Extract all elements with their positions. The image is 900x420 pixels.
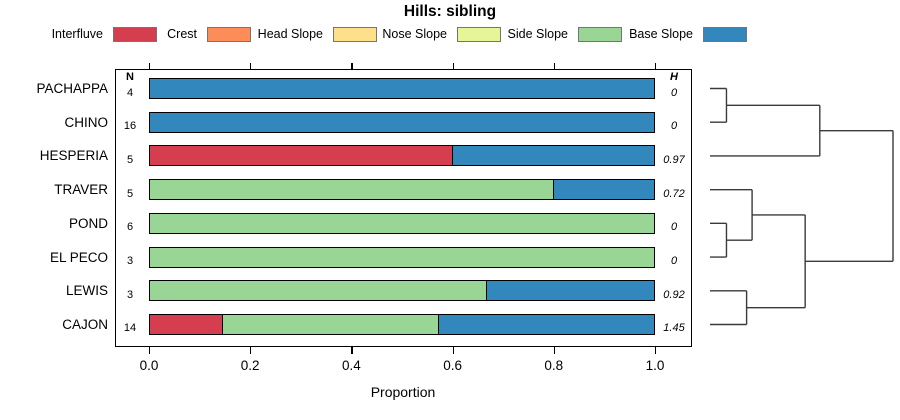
- category-label: PACHAPPA: [36, 81, 108, 96]
- n-column-header: N: [126, 71, 134, 83]
- n-value: 4: [126, 86, 134, 99]
- category-label: HESPERIA: [39, 148, 108, 164]
- legend-item: Head Slope: [258, 26, 377, 42]
- category-label: EL PECO: [49, 249, 108, 265]
- bar-segment-interfluve: [150, 314, 223, 334]
- n-value: 5: [126, 187, 134, 200]
- n-value: 16: [123, 120, 137, 133]
- x-tick-top: [452, 62, 454, 69]
- category-label: LEWIS: [65, 283, 108, 299]
- bar-segment-side-slope: [150, 281, 487, 301]
- legend-color-swatch: [207, 26, 251, 42]
- x-tick-top: [553, 62, 555, 69]
- legend-item-label: Side Slope: [507, 27, 568, 41]
- stacked-bar: [149, 313, 655, 335]
- legend-color-swatch: [578, 26, 622, 42]
- x-axis-label: Proportion: [370, 384, 436, 400]
- legend-item-label: Nose Slope: [382, 27, 447, 41]
- legend-color-swatch: [333, 26, 377, 42]
- plot-area-frame: [115, 69, 692, 347]
- legend-item: Side Slope: [508, 26, 622, 42]
- legend-color-swatch: [703, 26, 747, 42]
- legend-color-swatch: [113, 26, 157, 42]
- bar-segment-base-slope: [452, 146, 654, 166]
- x-tick-label: 0.0: [139, 358, 159, 373]
- bar-segment-base-slope: [438, 314, 654, 334]
- x-tick-top: [351, 62, 353, 69]
- x-tick-label: 0.2: [240, 358, 260, 373]
- bar-segment-base-slope: [150, 79, 654, 98]
- legend-item: Nose Slope: [382, 26, 501, 42]
- x-tick-bottom: [553, 347, 555, 354]
- category-label: POND: [68, 215, 108, 231]
- bar-segment-base-slope: [553, 180, 654, 200]
- stacked-bar: [149, 179, 655, 201]
- x-tick-bottom: [351, 347, 353, 354]
- stacked-bar: [149, 246, 655, 268]
- x-tick-label: 0.4: [342, 358, 361, 373]
- legend-item: Interfluve: [52, 26, 157, 42]
- n-value: 5: [126, 153, 134, 166]
- n-value: 14: [123, 322, 137, 335]
- legend-item-label: Base Slope: [629, 27, 693, 41]
- stacked-bar: [149, 280, 655, 302]
- bar-segment-base-slope: [150, 112, 654, 132]
- legend-item: Base Slope: [629, 26, 747, 42]
- h-value: 0.92: [663, 288, 685, 301]
- h-value: 0.72: [663, 187, 685, 200]
- category-label: CHINO: [64, 114, 109, 130]
- legend-color-swatch: [457, 26, 501, 42]
- x-tick-bottom: [149, 347, 151, 354]
- x-tick-label: 0.6: [443, 358, 462, 373]
- h-value: 0: [670, 120, 678, 133]
- x-tick-top: [655, 62, 657, 69]
- x-tick-label: 0.8: [544, 358, 564, 373]
- stacked-bar: [149, 111, 655, 133]
- n-value: 6: [126, 221, 134, 234]
- x-tick-top: [250, 62, 252, 69]
- x-tick-top: [149, 62, 151, 69]
- legend-item-label: Crest: [167, 27, 197, 41]
- bar-segment-side-slope: [150, 213, 654, 233]
- n-value: 3: [126, 255, 134, 268]
- bar-segment-side-slope: [222, 314, 439, 334]
- bar-segment-side-slope: [150, 180, 554, 200]
- h-value: 1.45: [663, 322, 685, 335]
- stacked-bar: [149, 212, 655, 234]
- x-tick-label: 1.0: [645, 358, 665, 373]
- n-value: 3: [126, 288, 134, 301]
- h-column-header: H: [670, 71, 678, 83]
- x-tick-bottom: [452, 347, 454, 354]
- x-tick-bottom: [655, 347, 657, 354]
- bar-segment-side-slope: [150, 247, 654, 267]
- h-value: 0: [670, 221, 678, 234]
- chart-title: Hills: sibling: [403, 3, 497, 20]
- stacked-bar: [149, 78, 655, 99]
- category-label: CAJON: [62, 316, 108, 332]
- category-label: TRAVER: [54, 182, 108, 198]
- h-value: 0.97: [663, 153, 685, 166]
- x-tick-bottom: [250, 347, 252, 354]
- h-value: 0: [670, 255, 678, 268]
- bar-segment-interfluve: [150, 146, 453, 166]
- dendrogram: [710, 87, 894, 326]
- bar-segment-base-slope: [486, 281, 654, 301]
- legend-item-label: Interfluve: [51, 27, 103, 41]
- legend-item-label: Head Slope: [257, 27, 323, 41]
- legend-item: Crest: [167, 26, 251, 42]
- h-value: 0: [670, 86, 678, 99]
- stacked-bar: [149, 145, 655, 167]
